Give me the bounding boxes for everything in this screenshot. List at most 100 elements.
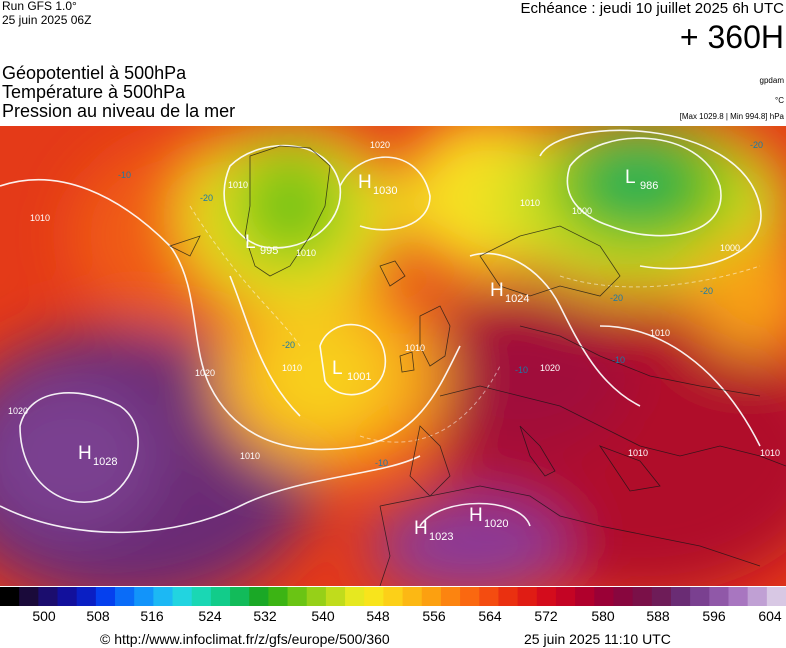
svg-text:995: 995 (260, 245, 278, 257)
isotherm-label: -20 (282, 340, 295, 350)
colorbar-swatch (268, 587, 289, 606)
svg-text:H: H (414, 518, 428, 539)
colorbar-tick-label: 540 (311, 608, 335, 624)
colorbar-swatch (0, 587, 20, 606)
colorbar-swatch (19, 587, 39, 606)
colorbar-swatch (153, 587, 174, 606)
colorbar-tick-label: 580 (591, 608, 615, 624)
colorbar-swatch (383, 587, 404, 606)
isobar-label: 1010 (30, 213, 50, 223)
isobar-label: 1010 (282, 363, 302, 373)
isotherm-label: -10 (612, 355, 625, 365)
colorbar-swatch (517, 587, 538, 606)
colorbar-tick-label: 548 (366, 608, 390, 624)
isotherm-label: -10 (375, 458, 388, 468)
isobar-label: 1020 (8, 406, 28, 416)
colorbar-tick-label: 564 (478, 608, 502, 624)
svg-text:L: L (332, 358, 343, 379)
colorbar-swatch (115, 587, 135, 606)
colorbar-swatch (230, 587, 250, 606)
svg-text:1028: 1028 (93, 456, 117, 468)
colorbar-swatch (210, 587, 231, 606)
run-label: Run GFS 1.0° (2, 0, 77, 13)
isotherm-label: -10 (118, 170, 131, 180)
svg-text:H: H (469, 505, 483, 526)
colorbar-swatch (594, 587, 615, 606)
colorbar-swatch (76, 587, 97, 606)
isobar-label: 1020 (370, 140, 390, 150)
colorbar-swatch (325, 587, 346, 606)
colorbar-tick-label: 572 (534, 608, 558, 624)
colorbar-swatch (402, 587, 423, 606)
colorbar-swatch (747, 587, 768, 606)
isobar-label: 1010 (240, 451, 260, 461)
variable-pressure: Pression au niveau de la mer (2, 101, 236, 121)
colorbar-swatch (440, 587, 461, 606)
pressure-center-l: L 986 (625, 167, 658, 192)
isotherm-label: -20 (700, 286, 713, 296)
isobar-label: 1010 (650, 328, 670, 338)
isobar-label: 1010 (405, 343, 425, 353)
copyright-url: © http://www.infoclimat.fr/z/gfs/europe/… (100, 631, 390, 647)
colorbar-swatch (709, 587, 730, 606)
forecast-horizon: + 360H (679, 19, 784, 55)
colorbar-tick-label: 596 (702, 608, 726, 624)
colorbar-tick-label: 524 (198, 608, 222, 624)
colorbar-tick-label: 500 (32, 608, 56, 624)
colorbar-swatch (766, 587, 786, 606)
colorbar-tick-label: 556 (422, 608, 446, 624)
colorbar-swatch (345, 587, 365, 606)
svg-text:H: H (78, 443, 92, 464)
pressure-center-l: L 995 (245, 232, 278, 257)
colorbar-swatch (57, 587, 78, 606)
colorbar-swatch (95, 587, 116, 606)
variable-temperature: Température à 500hPa (2, 82, 186, 102)
pressure-center-h: H 1024 (490, 280, 529, 305)
isobar-label: 1010 (760, 448, 780, 458)
colorbar-swatch (38, 587, 59, 606)
colorbar-swatch (632, 587, 653, 606)
colorbar-swatch (651, 587, 672, 606)
generation-date: 25 juin 2025 11:10 UTC (524, 631, 671, 647)
isobar-label: 1010 (228, 180, 248, 190)
colorbar-tick-label: 508 (86, 608, 110, 624)
isobar-label: 1010 (628, 448, 648, 458)
colorbar-swatch (498, 587, 519, 606)
isobar-label: 1010 (520, 198, 540, 208)
isobar-label: 1000 (572, 206, 592, 216)
pressure-center-h: H 1023 (414, 518, 453, 543)
variable-geopotential: Géopotentiel à 500hPa (2, 63, 187, 83)
colorbar-tick-label: 532 (253, 608, 277, 624)
colorbar-swatch (134, 587, 154, 606)
colorbar-swatch (670, 587, 691, 606)
unit-pressure-range: [Max 1029.8 | Min 994.8] hPa (679, 112, 784, 121)
svg-text:986: 986 (640, 180, 658, 192)
isobar-label: 1020 (195, 368, 215, 378)
svg-text:1024: 1024 (505, 293, 529, 305)
svg-text:L: L (245, 232, 256, 253)
run-date: 25 juin 2025 06Z (2, 13, 92, 27)
unit-geopotential: gpdam (759, 76, 784, 85)
colorbar-swatch (287, 587, 308, 606)
svg-text:1030: 1030 (373, 185, 397, 197)
svg-text:1023: 1023 (429, 531, 453, 543)
colorbar (0, 587, 786, 606)
pressure-center-h: H 1028 (78, 443, 117, 468)
colorbar-swatch (575, 587, 595, 606)
colorbar-swatch (536, 587, 557, 606)
colorbar-swatch (421, 587, 442, 606)
colorbar-ticks: 500 508 516 524 532 540 548 556 564 572 580 588 596 6… (0, 608, 786, 626)
colorbar-swatch (460, 587, 480, 606)
colorbar-swatch (364, 587, 385, 606)
colorbar-swatch (191, 587, 212, 606)
svg-text:H: H (490, 280, 504, 301)
isotherm-label: -20 (200, 193, 213, 203)
colorbar-tick-label: 588 (646, 608, 670, 624)
colorbar-swatch (479, 587, 500, 606)
colorbar-swatch (249, 587, 269, 606)
unit-temperature: °C (775, 96, 784, 105)
pressure-center-h: H 1030 (358, 172, 397, 197)
svg-text:1020: 1020 (484, 518, 508, 530)
svg-text:H: H (358, 172, 372, 193)
